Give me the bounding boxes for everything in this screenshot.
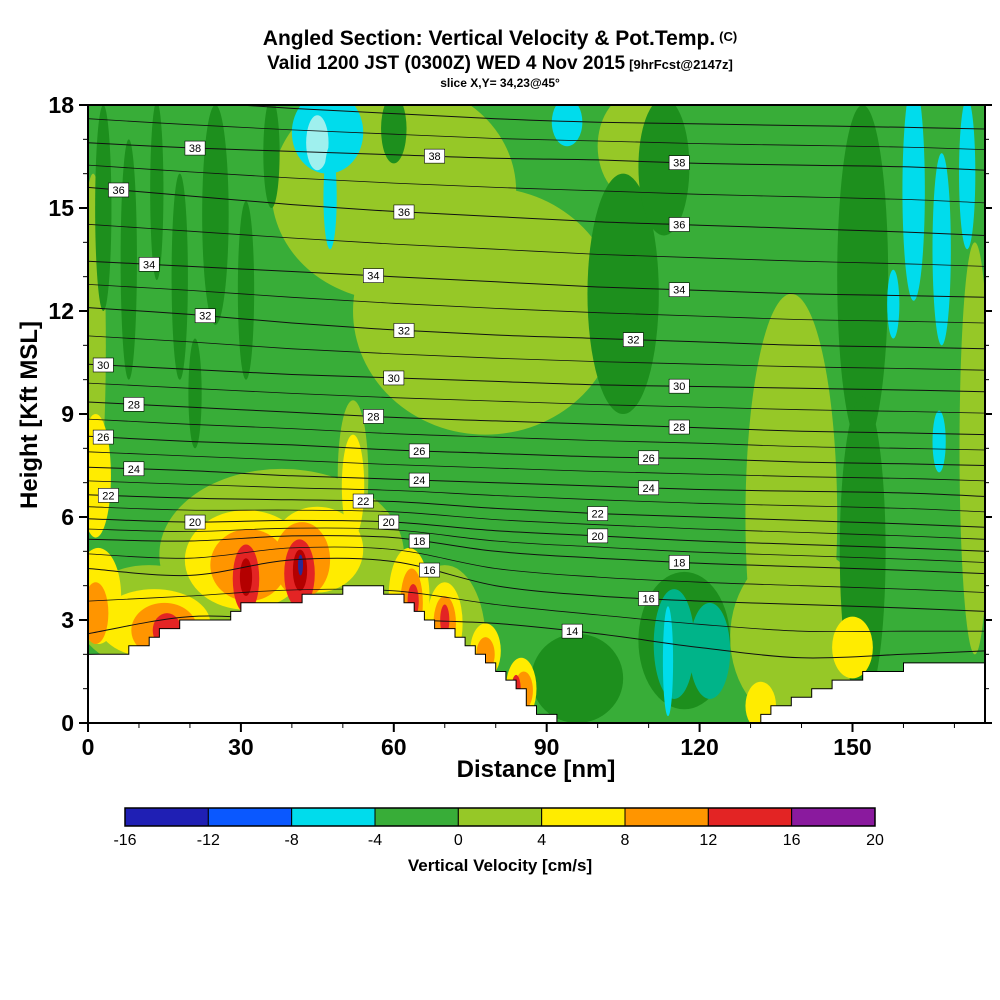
- svg-text:38: 38: [428, 151, 440, 163]
- svg-text:12: 12: [48, 298, 74, 324]
- valid-time-text: Valid 1200 JST (0300Z) WED 4 Nov 2015: [267, 53, 626, 75]
- svg-text:18: 18: [48, 92, 74, 118]
- svg-text:16: 16: [643, 594, 655, 606]
- svg-text:-12: -12: [197, 832, 220, 849]
- svg-text:32: 32: [199, 311, 211, 323]
- forecast-tag: [9hrFcst@2147z]: [629, 57, 733, 73]
- slice-info: slice X,Y= 34,23@45°: [440, 76, 560, 90]
- svg-text:28: 28: [673, 422, 685, 434]
- svg-text:36: 36: [398, 207, 410, 219]
- svg-text:20: 20: [866, 832, 884, 849]
- colorbar-title: Vertical Velocity [cm/s]: [407, 856, 593, 875]
- svg-text:26: 26: [97, 432, 109, 444]
- svg-text:36: 36: [112, 185, 124, 197]
- isotherm-contours: [88, 105, 985, 659]
- svg-text:9: 9: [61, 401, 74, 427]
- svg-text:16: 16: [783, 832, 801, 849]
- svg-text:-4: -4: [368, 832, 382, 849]
- isotherm-labels: 14 16 16 18 18 20 20 20 22 22 22 24 24 24 26 26 26 28 28 28…: [92, 140, 690, 639]
- svg-text:0: 0: [61, 710, 74, 736]
- svg-text:28: 28: [367, 411, 379, 423]
- svg-text:20: 20: [592, 531, 604, 543]
- svg-text:34: 34: [367, 271, 379, 283]
- svg-text:34: 34: [143, 259, 155, 271]
- svg-text:18: 18: [413, 536, 425, 548]
- svg-text:22: 22: [102, 490, 114, 502]
- svg-text:6: 6: [61, 504, 74, 530]
- svg-text:36: 36: [673, 219, 685, 231]
- svg-text:12: 12: [699, 832, 717, 849]
- svg-text:150: 150: [833, 734, 871, 760]
- svg-text:30: 30: [388, 373, 400, 385]
- svg-text:90: 90: [534, 734, 560, 760]
- svg-text:3: 3: [61, 607, 74, 633]
- svg-text:34: 34: [673, 285, 685, 297]
- chart-title: Angled Section: Vertical Velocity & Pot.…: [0, 26, 1000, 52]
- svg-text:60: 60: [381, 734, 407, 760]
- svg-text:20: 20: [189, 517, 201, 529]
- valid-time-line: Valid 1200 JST (0300Z) WED 4 Nov 2015 [9h…: [0, 52, 1000, 76]
- svg-text:38: 38: [189, 143, 201, 155]
- svg-text:4: 4: [537, 832, 546, 849]
- svg-text:18: 18: [673, 557, 685, 569]
- terrain: [88, 585, 985, 723]
- svg-text:15: 15: [48, 195, 74, 221]
- svg-text:120: 120: [680, 734, 718, 760]
- svg-text:14: 14: [566, 626, 578, 638]
- svg-text:30: 30: [673, 381, 685, 393]
- svg-text:24: 24: [643, 483, 655, 495]
- svg-text:24: 24: [128, 464, 140, 476]
- x-axis-title: Distance [nm]: [456, 756, 616, 783]
- chart-title-units: (C): [719, 29, 738, 44]
- svg-text:30: 30: [97, 360, 109, 372]
- svg-text:-16: -16: [113, 832, 136, 849]
- svg-text:16: 16: [423, 565, 435, 577]
- svg-text:24: 24: [413, 475, 425, 487]
- svg-text:22: 22: [357, 496, 369, 508]
- svg-text:-8: -8: [285, 832, 299, 849]
- chart-header: Angled Section: Vertical Velocity & Pot.…: [0, 26, 1000, 91]
- svg-text:30: 30: [228, 734, 254, 760]
- svg-text:0: 0: [82, 734, 95, 760]
- svg-text:28: 28: [128, 399, 140, 411]
- svg-text:32: 32: [627, 335, 639, 347]
- chart-title-text: Angled Section: Vertical Velocity & Pot.…: [262, 27, 716, 50]
- svg-text:26: 26: [643, 453, 655, 465]
- svg-text:32: 32: [398, 325, 410, 337]
- svg-text:20: 20: [383, 517, 395, 529]
- svg-text:38: 38: [673, 158, 685, 170]
- svg-text:8: 8: [621, 832, 630, 849]
- svg-text:26: 26: [413, 446, 425, 458]
- svg-text:0: 0: [454, 832, 463, 849]
- colorbar: -16 -12 -8 -4 0 4 8 12 16 20: [113, 807, 884, 849]
- svg-text:22: 22: [592, 509, 604, 521]
